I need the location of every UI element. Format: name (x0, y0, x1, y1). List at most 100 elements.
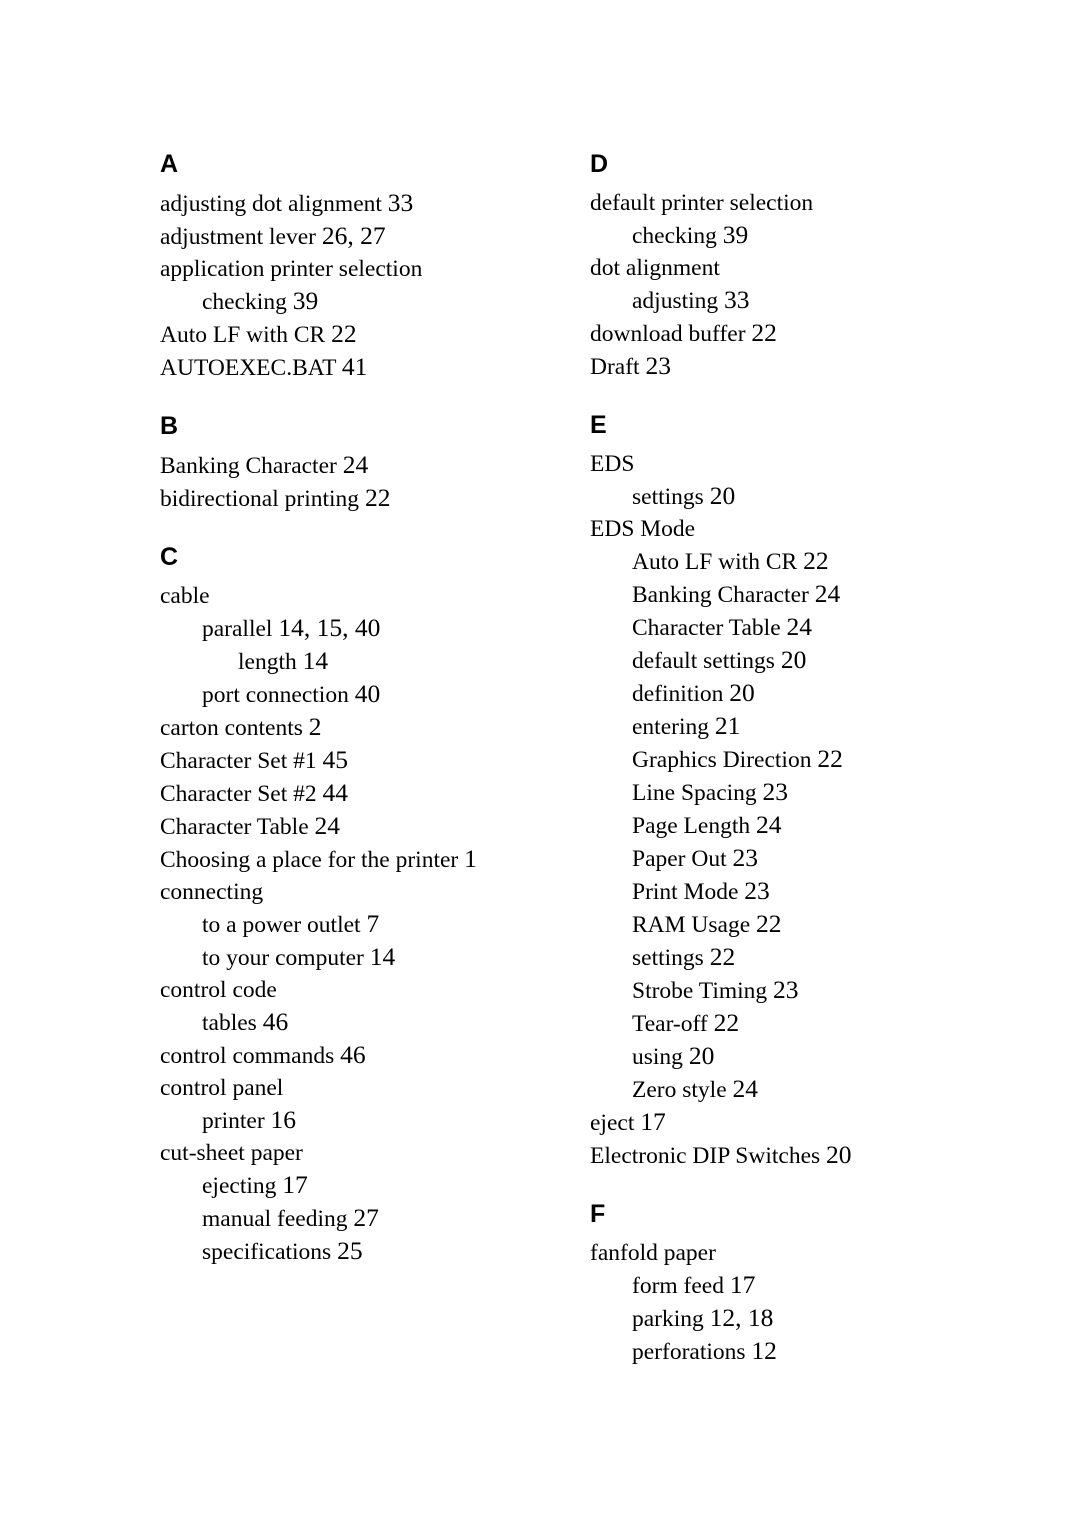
index-entry: settings 20 (590, 480, 980, 513)
index-entry: AUTOEXEC.BAT 41 (160, 351, 550, 384)
index-entry-text: checking (202, 289, 287, 315)
index-entry-pages: 14, 15, 40 (278, 613, 380, 642)
index-entry: adjusting 33 (590, 284, 980, 317)
index-heading-c: C (160, 543, 550, 572)
index-entry-pages: 23 (744, 876, 770, 905)
index-entry: tables 46 (160, 1006, 550, 1039)
index-entry: carton contents 2 (160, 711, 550, 744)
index-entry: RAM Usage 22 (590, 908, 980, 941)
index-entry-pages: 33 (724, 285, 750, 314)
index-entry-pages: 22 (331, 319, 357, 348)
index-entry-text: Character Table (160, 814, 309, 840)
index-entry: specifications 25 (160, 1235, 550, 1268)
index-entry: Strobe Timing 23 (590, 974, 980, 1007)
index-entry-pages: 20 (826, 1140, 852, 1169)
index-entry-pages: 24 (733, 1074, 759, 1103)
index-entry: EDS Mode (590, 513, 980, 545)
index-entry-text: control code (160, 977, 277, 1003)
index-heading-a: A (160, 150, 550, 179)
index-entry-pages: 45 (322, 745, 348, 774)
index-entry-text: manual feeding (202, 1206, 348, 1232)
index-entry-pages: 22 (365, 483, 391, 512)
index-entry-text: carton contents (160, 715, 303, 741)
index-entry-text: AUTOEXEC.BAT (160, 355, 336, 381)
index-heading-f: F (590, 1200, 980, 1229)
index-entry-text: printer (202, 1108, 265, 1134)
index-entry: to a power outlet 7 (160, 908, 550, 941)
index-heading-d: D (590, 150, 980, 179)
index-entry-text: port connection (202, 682, 349, 708)
index-entry-pages: 39 (723, 220, 749, 249)
index-entry: Auto LF with CR 22 (160, 318, 550, 351)
index-entry: Electronic DIP Switches 20 (590, 1139, 980, 1172)
index-entry: Banking Character 24 (590, 578, 980, 611)
index-entry-pages: 26, 27 (322, 221, 386, 250)
index-entry-text: default settings (632, 648, 775, 674)
index-entry-text: parking (632, 1306, 704, 1332)
index-column-left: Aadjusting dot alignment 33adjustment le… (160, 150, 550, 1368)
index-entry-pages: 20 (689, 1041, 715, 1070)
index-entry: adjustment lever 26, 27 (160, 220, 550, 253)
index-page: Aadjusting dot alignment 33adjustment le… (0, 0, 1080, 1368)
index-entry: ejecting 17 (160, 1169, 550, 1202)
index-entry: form feed 17 (590, 1269, 980, 1302)
index-entry: settings 22 (590, 941, 980, 974)
index-entry-pages: 1 (464, 844, 477, 873)
index-entry: Zero style 24 (590, 1073, 980, 1106)
index-entry: manual feeding 27 (160, 1202, 550, 1235)
index-entry-pages: 24 (315, 811, 341, 840)
index-entry-text: Strobe Timing (632, 978, 767, 1004)
index-entry-text: settings (632, 945, 704, 971)
index-entry: application printer selection (160, 253, 550, 285)
index-entry-pages: 22 (817, 744, 843, 773)
index-entry-pages: 41 (342, 352, 368, 381)
index-entry: Draft 23 (590, 350, 980, 383)
index-entry-pages: 46 (340, 1040, 366, 1069)
index-entry: adjusting dot alignment 33 (160, 187, 550, 220)
index-entry-text: form feed (632, 1273, 724, 1299)
index-entry-text: control panel (160, 1075, 283, 1101)
index-entry-pages: 21 (715, 711, 741, 740)
index-entry-pages: 20 (710, 481, 736, 510)
index-entry: control commands 46 (160, 1039, 550, 1072)
index-entry: EDS (590, 448, 980, 480)
index-entry-pages: 22 (710, 942, 736, 971)
index-entry-pages: 39 (293, 286, 319, 315)
index-entry-pages: 46 (263, 1007, 289, 1036)
index-entry-text: Line Spacing (632, 780, 757, 806)
index-entry: eject 17 (590, 1106, 980, 1139)
index-entry: definition 20 (590, 677, 980, 710)
index-entry: Auto LF with CR 22 (590, 545, 980, 578)
index-entry-text: Auto LF with CR (632, 549, 797, 575)
index-entry-pages: 17 (640, 1107, 666, 1136)
index-entry-pages: 17 (282, 1170, 308, 1199)
index-entry-text: Banking Character (632, 582, 809, 608)
index-entry-pages: 23 (645, 351, 671, 380)
index-entry-pages: 7 (366, 909, 379, 938)
index-entry-text: Character Set #1 (160, 748, 317, 774)
index-entry-pages: 24 (756, 810, 782, 839)
index-entry-text: Draft (590, 354, 640, 380)
index-entry-text: Character Set #2 (160, 781, 317, 807)
index-entry: Page Length 24 (590, 809, 980, 842)
index-entry: printer 16 (160, 1104, 550, 1137)
index-entry-text: Character Table (632, 615, 781, 641)
index-entry: Line Spacing 23 (590, 776, 980, 809)
index-entry-pages: 20 (781, 645, 807, 674)
index-entry-pages: 25 (337, 1236, 363, 1265)
index-entry: default settings 20 (590, 644, 980, 677)
index-entry: Character Set #2 44 (160, 777, 550, 810)
index-entry-text: cable (160, 583, 210, 609)
index-entry-pages: 24 (815, 579, 841, 608)
index-entry: parallel 14, 15, 40 (160, 612, 550, 645)
index-entry-pages: 40 (355, 679, 381, 708)
index-entry-text: settings (632, 484, 704, 510)
index-entry: Character Set #1 45 (160, 744, 550, 777)
index-entry: port connection 40 (160, 678, 550, 711)
index-entry-text: download buffer (590, 321, 746, 347)
index-entry-text: connecting (160, 879, 263, 905)
index-entry: connecting (160, 876, 550, 908)
index-entry-text: Tear-off (632, 1011, 708, 1037)
index-entry-text: tables (202, 1010, 257, 1036)
index-entry-pages: 17 (730, 1270, 756, 1299)
